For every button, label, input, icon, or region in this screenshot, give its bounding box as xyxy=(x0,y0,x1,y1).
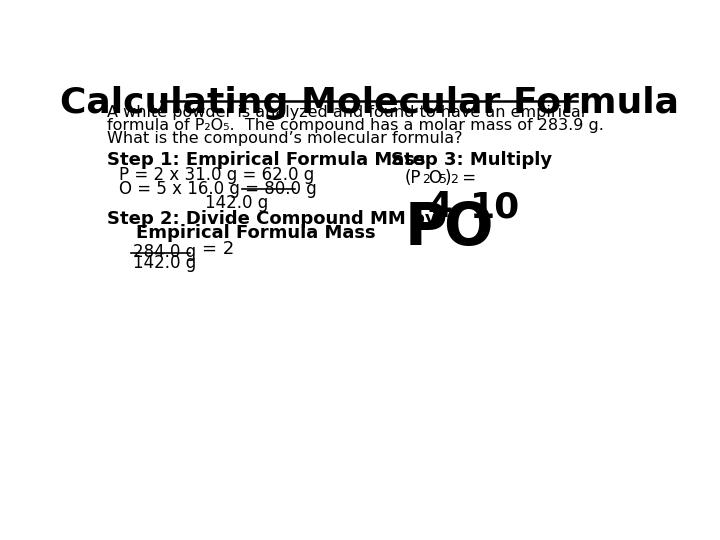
Text: O = 5 x 16.0 g = 80.0 g: O = 5 x 16.0 g = 80.0 g xyxy=(120,179,318,198)
Text: 284.0 g: 284.0 g xyxy=(132,244,196,261)
Text: = 2: = 2 xyxy=(202,240,235,258)
Text: P = 2 x 31.0 g = 62.0 g: P = 2 x 31.0 g = 62.0 g xyxy=(120,166,315,184)
Text: 142.0 g: 142.0 g xyxy=(204,194,268,212)
Text: 5: 5 xyxy=(438,173,446,186)
Text: 2: 2 xyxy=(422,173,430,186)
Text: 10: 10 xyxy=(469,190,520,224)
Text: A white powder is analyzed and found to have an empirical: A white powder is analyzed and found to … xyxy=(107,105,585,120)
Text: O: O xyxy=(444,200,493,256)
Text: (P: (P xyxy=(405,168,421,187)
Text: O: O xyxy=(428,168,441,187)
Text: 4: 4 xyxy=(428,190,453,224)
Text: Step 1: Empirical Formula Mass: Step 1: Empirical Formula Mass xyxy=(107,151,426,169)
Text: 142.0 g: 142.0 g xyxy=(132,254,196,272)
Text: Step 3: Multiply: Step 3: Multiply xyxy=(391,151,552,169)
Text: Empirical Formula Mass: Empirical Formula Mass xyxy=(137,224,376,242)
Text: =: = xyxy=(456,168,476,187)
Text: formula of P₂O₅.  The compound has a molar mass of 283.9 g.: formula of P₂O₅. The compound has a mola… xyxy=(107,118,604,133)
Text: P: P xyxy=(405,200,447,256)
Text: Step 2: Divide Compound MM by: Step 2: Divide Compound MM by xyxy=(107,211,436,228)
Text: What is the compound’s molecular formula?: What is the compound’s molecular formula… xyxy=(107,131,462,146)
Text: ): ) xyxy=(444,168,451,187)
Text: 2: 2 xyxy=(451,173,458,186)
Text: Calculating Molecular Formula: Calculating Molecular Formula xyxy=(60,86,678,120)
